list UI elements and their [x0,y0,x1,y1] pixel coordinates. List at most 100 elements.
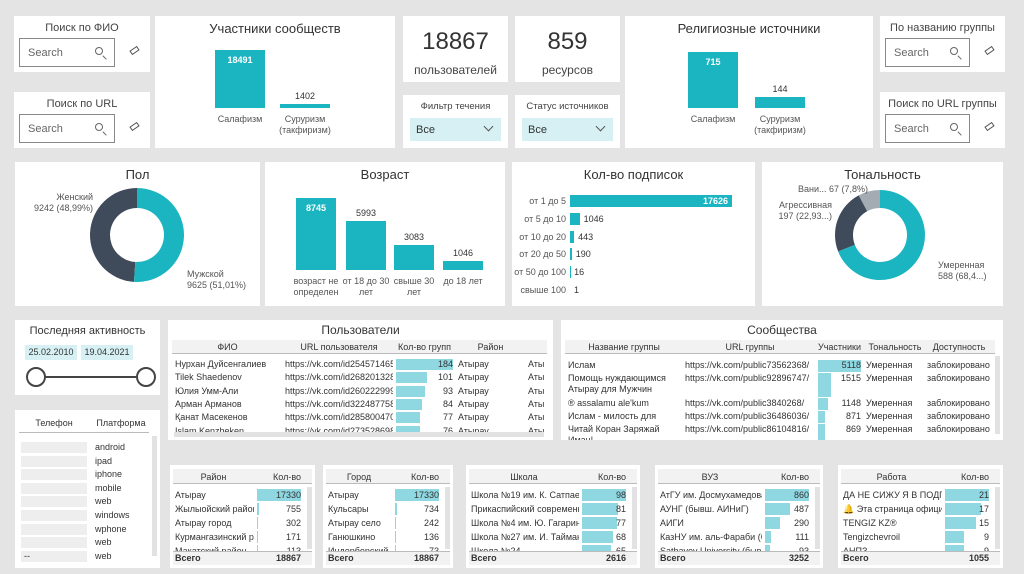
slice-label: Мужской 9625 (51,01%) [187,269,257,291]
date-from[interactable]: 25.02.2010 [25,345,77,360]
cell: 9 [983,532,989,542]
cell: Атырау [458,425,489,436]
cell: Умеренная [866,398,913,408]
data-label: 18491 [227,55,253,65]
column-header: Кол-во [781,472,809,482]
table-bar [945,503,981,515]
column-header: Название группы [588,342,660,352]
cell: Прикаспийский современны... [471,504,579,514]
category-label: Суруризм (такфиризм) [279,114,331,135]
table-bar [818,398,828,410]
header-row [172,340,547,354]
cell: заблокировано [927,424,990,434]
cell: Tengizchevroil [843,532,901,542]
table-bar [765,503,790,515]
cell: https://vk.com/public73562368/ [685,360,810,370]
phone-cell [21,482,87,494]
search-input[interactable]: Search [885,38,970,67]
panel: Пользователи ФИО URL пользователя Кол-во гр… [168,320,553,440]
bar [688,52,738,108]
column-header: Город [346,472,372,482]
phone-cell [21,496,87,508]
cell: Атырау [458,385,489,396]
cell: 755 [285,504,301,514]
panel: 859 ресурсов [515,16,620,82]
cell: Атырау [328,490,359,500]
cell: Школа №27 им. И. Тайманова [471,532,579,542]
cell: ДА НЕ СИЖУ Я В ПОДПИС... [843,490,942,500]
cell: Атырау [458,398,489,409]
cell: Юлия Умм-Али [175,385,239,396]
data-label: 16 [574,267,585,278]
data-label: 17626 [702,196,728,206]
clear-button[interactable] [984,45,995,56]
dropdown[interactable]: Все [410,118,501,141]
bar [755,96,805,108]
platform-cell: mobile [95,482,122,493]
cell: Tilek Shaedenov [175,372,242,383]
search-input[interactable]: Search [885,114,970,143]
search-icon-handle [957,131,962,136]
cell: Ганюшкино [328,532,376,542]
panel: Поиск по URL группы Search [880,92,1005,148]
clear-button[interactable] [129,121,140,132]
platform-cell: android [95,442,126,452]
search-icon [95,47,103,55]
cell: 🔔 Эта страница официал... [843,504,942,514]
cell: 21 [978,490,989,500]
total-label: Всего [328,553,354,563]
table-bar [257,489,301,501]
cell: 17330 [275,490,301,500]
scrollbar [995,356,1000,434]
search-icon-handle [102,131,107,136]
cell: 111 [795,532,809,542]
cell: 93 [442,385,453,396]
scrollbar [307,487,312,549]
header-row [658,469,820,484]
slice-category: Женский [56,192,93,202]
column-header: Кол-во [961,472,989,482]
search-input[interactable]: Search [19,114,115,143]
column-header: Школа [510,472,538,482]
clear-button[interactable] [129,45,140,56]
cell: Аты [528,412,545,423]
slice-label: Женский 9242 (48,99%) [15,192,93,214]
date-to[interactable]: 19.04.2021 [81,345,133,360]
slice-value: 197 (22,93...) [778,211,832,221]
slider-handle[interactable] [26,367,46,387]
header-rule [19,432,149,433]
dropdown[interactable]: Все [522,118,613,141]
cell: 17 [978,504,989,514]
cell: 860 [793,490,809,500]
search-placeholder: Search [894,47,929,59]
slice-label: Умеренная 588 (68,4...) [938,260,1003,282]
total-label: Всего [175,553,201,563]
slice [134,188,184,282]
panel: Телефон Платформа android ipad iphone mobile w… [15,410,160,568]
cell: Ислам [568,360,596,370]
platform-cell: windows [95,510,130,520]
cell: https://vk.com/id273528698 [285,425,393,436]
clear-button[interactable] [984,121,995,132]
column-header: Район [200,472,227,482]
scrollbar [632,487,637,549]
total-label: Всего [843,553,869,563]
cell: Аты [528,359,545,369]
bar [215,50,265,108]
cell: https://vk.com/public3840268/ [685,398,805,408]
cell: 101 [437,372,453,383]
search-placeholder: Search [28,123,63,135]
search-input[interactable]: Search [19,38,115,67]
search-label: По названию группы [890,22,995,34]
search-icon-handle [957,55,962,60]
table-bar [257,517,258,529]
cell: Ислам - милость для миров [568,411,657,423]
cell: 734 [423,504,439,514]
bar [280,103,330,108]
cell: https://vk.com/id268201328 [285,372,393,383]
total-row [173,551,312,565]
cell: 302 [285,518,301,528]
slider-handle[interactable] [136,367,156,387]
chart-title: Религиозные источники [677,21,821,36]
bar [394,244,434,270]
